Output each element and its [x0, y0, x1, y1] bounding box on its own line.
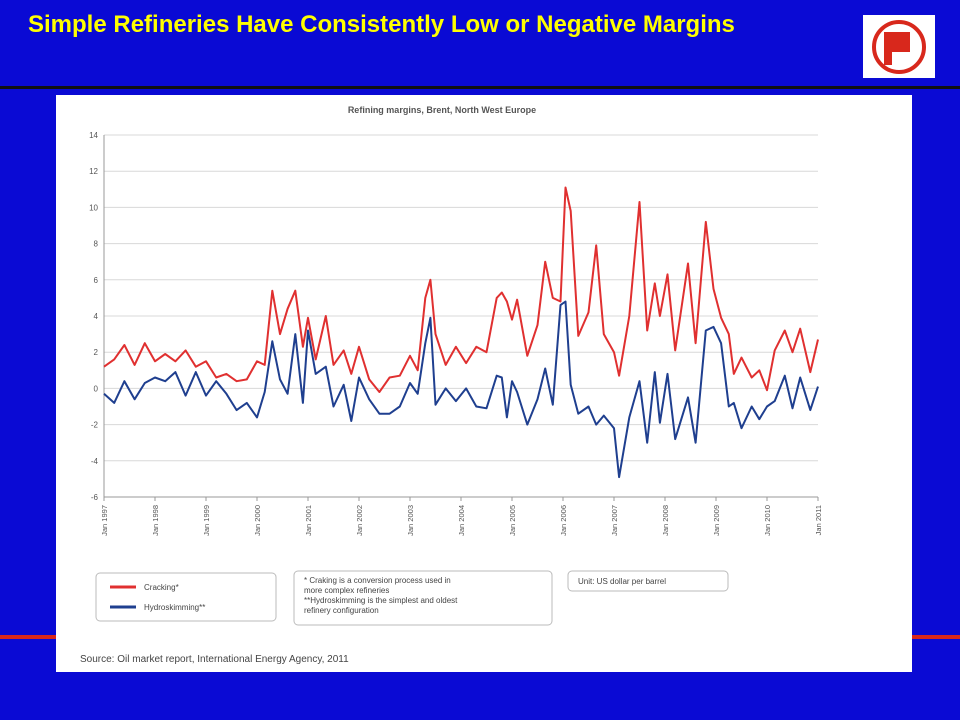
source-note: Source: Oil market report, International…	[80, 654, 349, 665]
y-tick-label: 12	[89, 167, 98, 176]
legend-box	[95, 572, 277, 622]
y-tick-label: 0	[94, 384, 99, 393]
footnote-box	[293, 570, 553, 626]
x-tick-label: Jan 2005	[508, 505, 517, 536]
footnote-line: **Hydroskimming is the simplest and olde…	[304, 596, 458, 605]
footnote-line: more complex refineries	[304, 586, 389, 595]
y-tick-label: 6	[94, 276, 99, 285]
x-tick-label: Jan 2003	[406, 505, 415, 536]
x-tick-label: Jan 2004	[457, 505, 466, 536]
y-tick-label: 8	[94, 240, 99, 249]
x-tick-label: Jan 2010	[763, 505, 772, 536]
footnote-line: * Craking is a conversion process used i…	[304, 576, 451, 585]
cracking-series-line	[103, 186, 819, 393]
legend-cracking-label: Cracking*	[144, 583, 179, 592]
x-tick-label: Jan 1999	[202, 505, 211, 536]
x-tick-label: Jan 2000	[253, 505, 262, 536]
y-tick-label: -4	[91, 457, 99, 466]
chart-panel: Refining margins, Brent, North West Euro…	[56, 95, 912, 672]
y-tick-label: -2	[91, 421, 99, 430]
y-tick-label: 14	[89, 131, 98, 140]
x-tick-label: Jan 2009	[712, 505, 721, 536]
x-tick-label: Jan 2006	[559, 505, 568, 536]
y-tick-label: 2	[94, 348, 99, 357]
unit-box	[567, 570, 729, 592]
unit-label: Unit: US dollar per barrel	[578, 577, 666, 586]
refining-margins-chart: Refining margins, Brent, North West Euro…	[80, 105, 823, 665]
x-tick-label: Jan 2011	[814, 505, 823, 535]
company-p-logo-icon	[863, 15, 935, 78]
x-tick-label: Jan 2008	[661, 505, 670, 536]
x-tick-label: Jan 1997	[100, 505, 109, 536]
hydroskimming-series-line	[103, 300, 819, 479]
x-tick-label: Jan 2002	[355, 505, 364, 536]
slide-title: Simple Refineries Have Consistently Low …	[28, 11, 735, 38]
y-tick-label: 4	[94, 312, 99, 321]
y-tick-label: 10	[89, 203, 98, 212]
x-tick-label: Jan 2007	[610, 505, 619, 536]
legend-hydroskimming-label: Hydroskimming**	[144, 603, 205, 612]
y-tick-label: -6	[91, 493, 99, 502]
header-divider	[0, 86, 960, 89]
footnote-line: refinery configuration	[304, 606, 379, 615]
x-tick-label: Jan 1998	[151, 505, 160, 536]
x-tick-label: Jan 2001	[304, 505, 313, 536]
chart-title: Refining margins, Brent, North West Euro…	[348, 105, 536, 115]
